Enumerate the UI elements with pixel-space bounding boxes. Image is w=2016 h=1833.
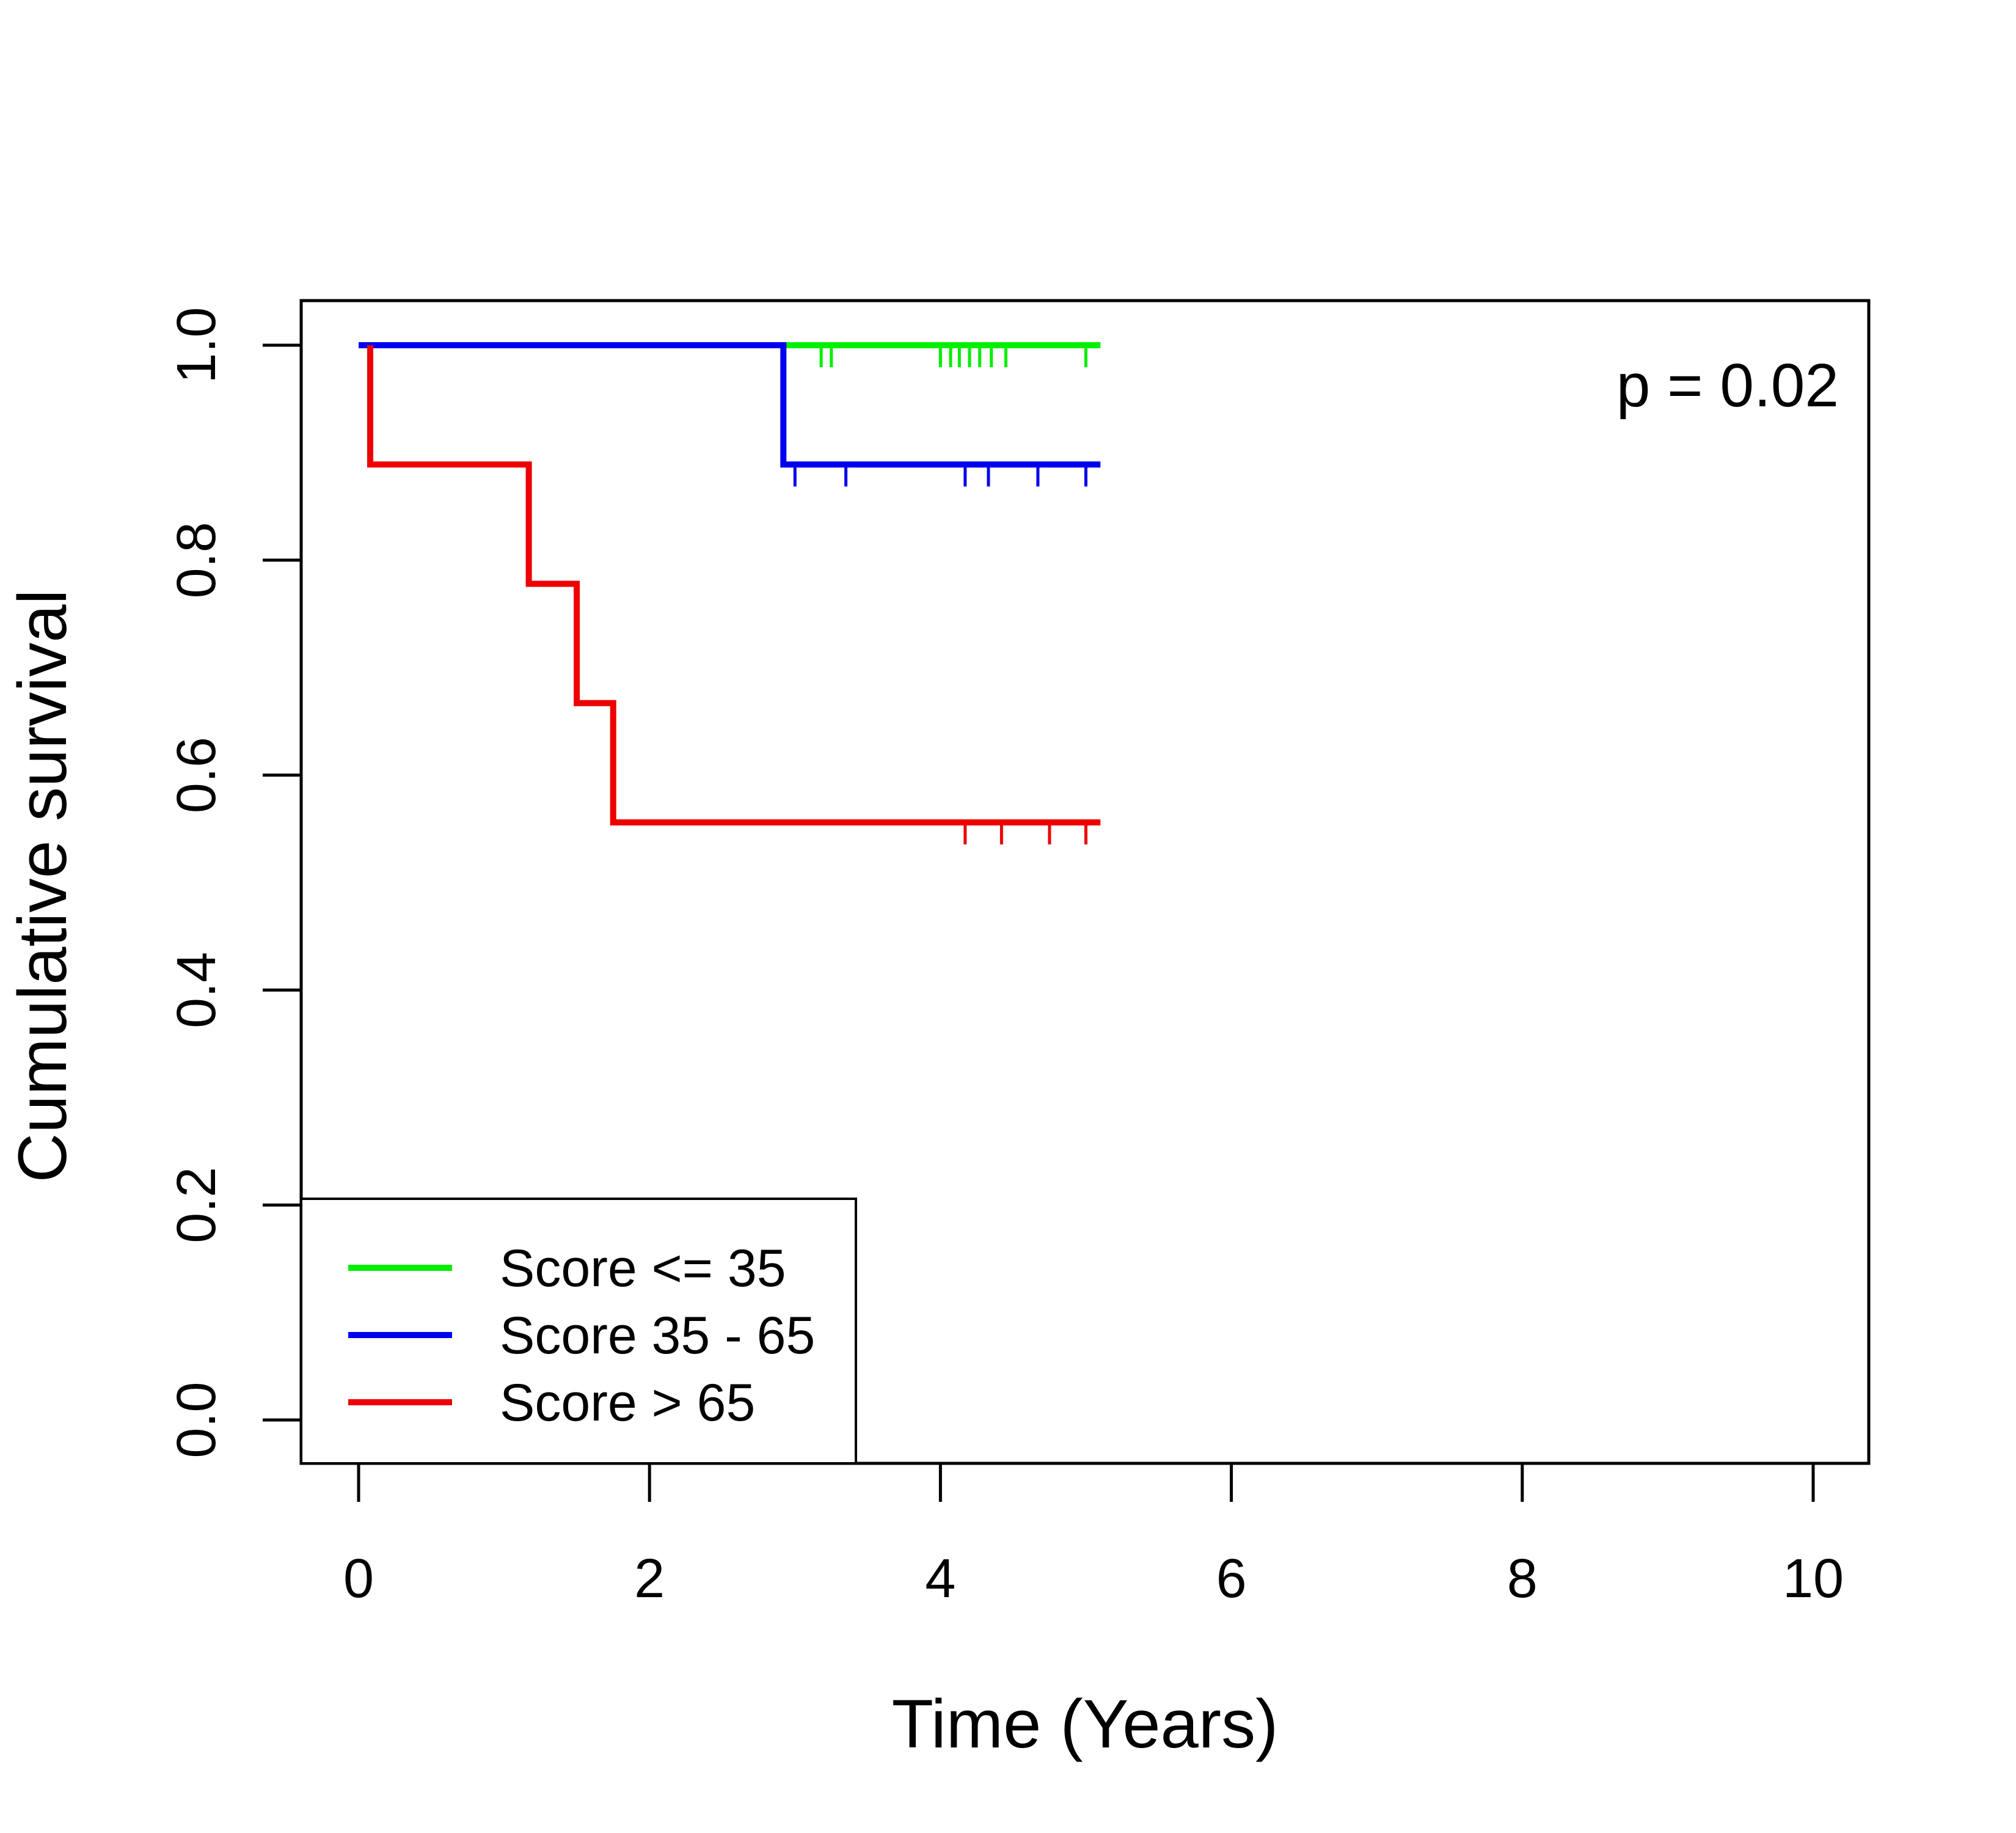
y-axis: 0.0 0.2 0.4 0.6 0.8 1.0 <box>166 307 303 1458</box>
y-tick-label: 0.2 <box>166 1167 227 1243</box>
y-tick-label: 0.0 <box>166 1381 227 1458</box>
survival-curve <box>367 345 1101 825</box>
legend-label: Score 35 - 65 <box>500 1306 815 1365</box>
y-tick-label: 0.4 <box>166 952 227 1028</box>
x-tick-label: 8 <box>1507 1548 1538 1609</box>
survival-curve <box>359 342 1101 468</box>
series-2 <box>359 342 1101 487</box>
x-axis: 0 2 4 6 8 10 <box>343 1462 1844 1609</box>
x-tick-label: 10 <box>1783 1548 1844 1609</box>
series-layer <box>359 342 1101 844</box>
x-tick-label: 0 <box>343 1548 374 1609</box>
legend: Score <= 35 Score 35 - 65 Score > 65 <box>300 1198 857 1465</box>
x-axis-title: Time (Years) <box>892 1686 1279 1762</box>
y-tick-label: 0.8 <box>166 522 227 598</box>
x-tick-label: 6 <box>1216 1548 1247 1609</box>
series-3 <box>367 345 1101 844</box>
legend-label: Score <= 35 <box>500 1239 786 1298</box>
x-tick-label: 2 <box>634 1548 665 1609</box>
y-axis-title: Cumulative survival <box>4 590 81 1183</box>
legend-box <box>300 1198 857 1465</box>
legend-label: Score > 65 <box>500 1374 755 1432</box>
y-tick-label: 1.0 <box>166 307 227 383</box>
x-tick-label: 4 <box>925 1548 955 1609</box>
p-value-annotation: p = 0.02 <box>1616 351 1839 420</box>
y-tick-label: 0.6 <box>166 737 227 813</box>
